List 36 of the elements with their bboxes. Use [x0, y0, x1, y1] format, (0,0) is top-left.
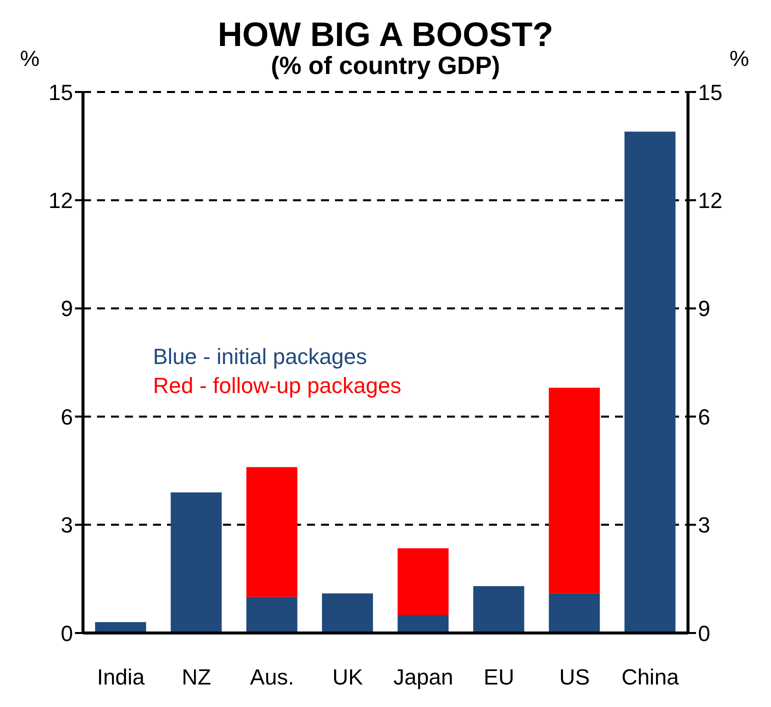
chart-subtitle: (% of country GDP)	[270, 52, 500, 80]
bar	[624, 132, 676, 633]
y2-tick-label: 12	[698, 188, 722, 214]
chart-title: HOW BIG A BOOST?	[218, 16, 554, 54]
y-tick-label: 3	[60, 512, 73, 538]
x-tick-label: China	[621, 664, 680, 690]
bar	[246, 596, 298, 633]
y-tick-label: 0	[60, 620, 73, 646]
y-tick-label: 12	[48, 188, 73, 214]
x-tick-label: UK	[332, 664, 364, 690]
bar	[398, 548, 449, 615]
y-tick-label: 15	[48, 80, 73, 105]
y2-tick-label: 3	[698, 512, 710, 538]
annotation: Blue - initial packages	[153, 344, 368, 370]
y-axis-title: %	[20, 46, 40, 72]
y-tick-label: 9	[60, 296, 73, 322]
x-tick-label: NZ	[182, 664, 212, 690]
bar	[548, 593, 600, 633]
bar	[322, 593, 373, 633]
bar	[246, 467, 298, 597]
x-tick-label: India	[96, 664, 146, 690]
y2-axis-title: %	[729, 46, 749, 72]
y2-tick-label: 6	[698, 404, 710, 430]
y2-tick-label: 0	[698, 620, 710, 646]
y2-tick-label: 15	[698, 80, 722, 105]
x-tick-label: EU	[484, 664, 514, 690]
y-tick-label: 6	[60, 404, 73, 430]
annotation: Red - follow-up packages	[153, 373, 402, 399]
bar	[473, 586, 524, 633]
bar	[548, 388, 600, 594]
bar	[398, 614, 449, 633]
x-tick-label: Aus.	[250, 664, 294, 690]
y2-tick-label: 9	[698, 296, 710, 322]
x-tick-label: Japan	[393, 664, 454, 690]
x-tick-label: US	[559, 664, 590, 690]
bar	[170, 492, 222, 633]
